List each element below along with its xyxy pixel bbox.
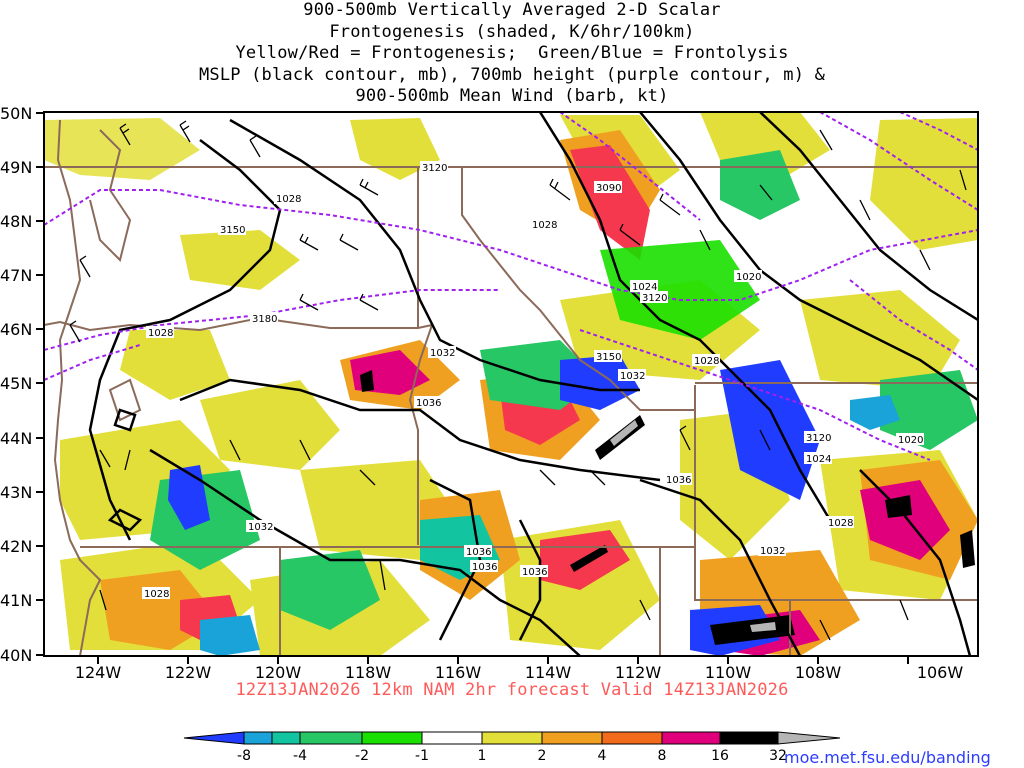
longitude-axis: 124W 122W 120W 118W 116W 114W 112W 110W … bbox=[75, 656, 964, 682]
colorbar-swatch bbox=[271, 731, 301, 745]
mslp-label: 1036 bbox=[466, 547, 491, 558]
mslp-label: 1032 bbox=[760, 546, 785, 557]
mslp-label: 1036 bbox=[472, 562, 497, 573]
colorbar-max-arrow bbox=[777, 731, 841, 745]
colorbar-label: 8 bbox=[658, 748, 667, 764]
colorbar-swatch bbox=[719, 731, 779, 745]
mslp-label: 1020 bbox=[736, 272, 761, 283]
lat-label: 47N bbox=[0, 266, 32, 285]
colorbar-swatch bbox=[601, 731, 663, 745]
mslp-contours bbox=[88, 112, 978, 656]
mslp-label: 1028 bbox=[148, 328, 173, 339]
colorbar: -8 -4 -2 -1 1 2 4 8 16 32 bbox=[183, 731, 841, 764]
contour-labels: 3120 3090 3150 3180 3150 3120 3120 1028 … bbox=[142, 161, 924, 600]
colorbar-label: 1 bbox=[478, 748, 487, 764]
colorbar-swatch bbox=[361, 731, 423, 745]
mslp-label: 1020 bbox=[898, 435, 923, 446]
height-label: 3090 bbox=[596, 183, 621, 194]
colorbar-label: 2 bbox=[538, 748, 547, 764]
colorbar-label: -1 bbox=[415, 748, 429, 764]
colorbar-min-arrow bbox=[183, 731, 245, 745]
colorbar-swatch bbox=[481, 731, 543, 745]
mslp-label: 1028 bbox=[694, 356, 719, 367]
lon-label: 112W bbox=[615, 663, 662, 682]
title-line-1: 900-500mb Vertically Averaged 2-D Scalar bbox=[303, 0, 721, 20]
lat-label: 42N bbox=[0, 537, 32, 556]
mslp-label: 1028 bbox=[276, 194, 301, 205]
height-label: 3120 bbox=[422, 163, 447, 174]
colorbar-label: 16 bbox=[711, 748, 729, 764]
mslp-label: 1036 bbox=[522, 567, 547, 578]
mslp-label: 1024 bbox=[806, 454, 831, 465]
colorbar-swatch bbox=[299, 731, 363, 745]
wind-barbs bbox=[69, 120, 967, 641]
mslp-label: 1032 bbox=[248, 522, 273, 533]
mslp-label: 1032 bbox=[430, 348, 455, 359]
lat-label: 41N bbox=[0, 591, 32, 610]
colorbar-label: -4 bbox=[293, 748, 307, 764]
mslp-label: 1036 bbox=[666, 475, 691, 486]
colorbar-swatch bbox=[661, 731, 721, 745]
colorbar-label: -2 bbox=[355, 748, 369, 764]
lon-label: 124W bbox=[75, 663, 122, 682]
lon-label: 118W bbox=[345, 663, 392, 682]
colorbar-label: 32 bbox=[769, 748, 787, 764]
lat-label: 44N bbox=[0, 429, 32, 448]
colorbar-label: -8 bbox=[237, 748, 251, 764]
lon-label: 108W bbox=[795, 663, 842, 682]
height-label: 3150 bbox=[596, 352, 621, 363]
map-title: 900-500mb Vertically Averaged 2-D Scalar… bbox=[0, 0, 1024, 108]
valid-time: 12Z13JAN2026 12km NAM 2hr forecast Valid… bbox=[235, 680, 789, 700]
title-line-3: Yellow/Red = Frontogenesis; Green/Blue =… bbox=[235, 43, 789, 63]
lon-label: 122W bbox=[165, 663, 212, 682]
frontogenesis-shading bbox=[44, 112, 978, 656]
latitude-axis: 50N 49N 48N 47N 46N 45N 44N 43N 42N 41N … bbox=[0, 104, 44, 665]
mslp-label: 1028 bbox=[144, 589, 169, 600]
mslp-label: 1024 bbox=[632, 282, 657, 293]
lon-label: 106W bbox=[917, 663, 964, 682]
height-label: 3120 bbox=[806, 433, 831, 444]
colorbar-swatch bbox=[243, 731, 273, 745]
lat-label: 49N bbox=[0, 158, 32, 177]
lat-label: 45N bbox=[0, 374, 32, 393]
title-line-5: 900-500mb Mean Wind (barb, kt) bbox=[355, 86, 669, 106]
lon-label: 114W bbox=[525, 663, 572, 682]
colorbar-swatch bbox=[541, 731, 603, 745]
lat-label: 48N bbox=[0, 212, 32, 231]
title-line-2: Frontogenesis (shaded, K/6hr/100km) bbox=[329, 21, 695, 42]
height-contours bbox=[44, 112, 978, 461]
lat-label: 50N bbox=[0, 104, 32, 123]
mslp-label: 1028 bbox=[532, 220, 557, 231]
lat-label: 46N bbox=[0, 320, 32, 339]
colorbar-label: 4 bbox=[598, 748, 607, 764]
height-label: 3120 bbox=[642, 293, 667, 304]
lon-label: 120W bbox=[255, 663, 302, 682]
height-label: 3150 bbox=[220, 225, 245, 236]
colorbar-swatch bbox=[421, 731, 483, 745]
mslp-label: 1036 bbox=[416, 398, 441, 409]
height-label: 3180 bbox=[252, 314, 277, 325]
lat-label: 43N bbox=[0, 483, 32, 502]
mslp-label: 1028 bbox=[828, 518, 853, 529]
political-boundaries bbox=[44, 119, 978, 656]
lon-label: 116W bbox=[435, 663, 482, 682]
credit-link[interactable]: moe.met.fsu.edu/banding bbox=[784, 748, 991, 767]
lon-label: 110W bbox=[705, 663, 752, 682]
lat-label: 40N bbox=[0, 646, 32, 665]
mslp-label: 1032 bbox=[620, 371, 645, 382]
title-line-4: MSLP (black contour, mb), 700mb height (… bbox=[198, 64, 826, 85]
